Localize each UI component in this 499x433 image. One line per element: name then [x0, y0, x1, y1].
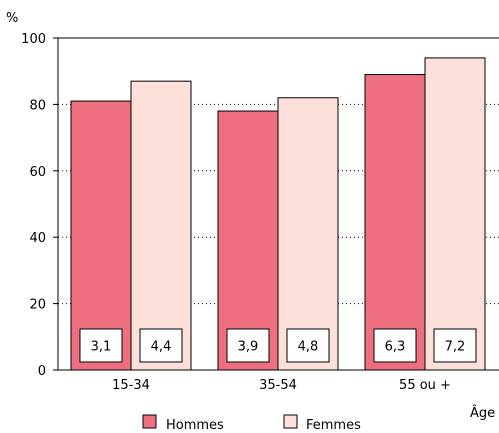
- bar-label-box: [226, 328, 270, 363]
- bar-value-label: 7,2: [445, 340, 466, 355]
- x-tick-label: 15-34: [112, 378, 150, 393]
- bar-hommes: [70, 100, 132, 371]
- bar-value-labels: 3,1 4,4 3,9 4,8 6,3 7,2: [79, 328, 477, 363]
- y-tick-labels: 0 20 40 60 80 100: [21, 32, 58, 379]
- bar-femmes: [424, 57, 486, 371]
- bar-label-box: [433, 328, 477, 363]
- legend-swatch-hommes: [142, 414, 157, 429]
- x-tick-label: 55 ou +: [399, 378, 451, 393]
- bar-femmes: [130, 80, 192, 371]
- bar-value-label: 4,4: [151, 340, 172, 355]
- bar-label-box: [373, 328, 417, 363]
- x-axis-label: Âge: [470, 405, 495, 421]
- x-tick-labels: 15-34 35-54 55 ou +: [112, 378, 451, 393]
- y-tick-label: 80: [29, 98, 46, 113]
- bar-hommes: [217, 110, 279, 371]
- bar-value-label: 3,9: [238, 340, 259, 355]
- bar-value-label: 4,8: [298, 340, 319, 355]
- y-tick-label: 100: [21, 32, 46, 47]
- legend: Hommes Femmes: [142, 414, 361, 433]
- bar-label-box: [79, 328, 123, 363]
- bar-label-box: [139, 328, 183, 363]
- y-tick-label: 20: [29, 298, 46, 313]
- legend-label-femmes: Femmes: [306, 418, 361, 433]
- legend-swatch-femmes: [283, 414, 298, 429]
- x-tick-label: 35-54: [259, 378, 297, 393]
- y-tick-label: 40: [29, 231, 46, 246]
- bar-femmes: [277, 97, 339, 371]
- y-tick-label: 0: [38, 364, 46, 379]
- bar-value-label: 3,1: [91, 340, 112, 355]
- bar-label-box: [286, 328, 330, 363]
- bars: [70, 57, 486, 371]
- y-unit-label: %: [6, 11, 18, 26]
- axes: [57, 37, 499, 371]
- legend-label-hommes: Hommes: [166, 418, 224, 433]
- bar-hommes: [364, 74, 426, 371]
- y-tick-label: 60: [29, 165, 46, 180]
- bar-value-label: 6,3: [385, 340, 406, 355]
